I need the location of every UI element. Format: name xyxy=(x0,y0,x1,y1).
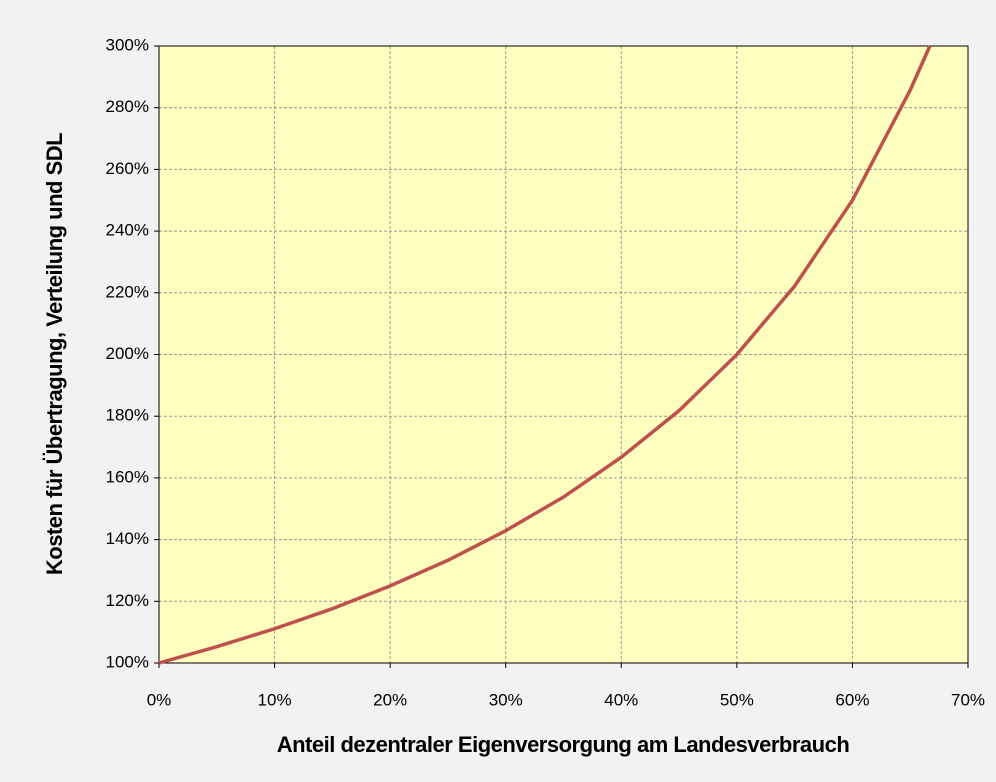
x-tick-label: 60% xyxy=(835,690,869,709)
y-tick-label: 120% xyxy=(106,591,149,610)
x-tick-label: 50% xyxy=(720,690,754,709)
y-tick-label: 240% xyxy=(106,221,149,240)
x-tick-label: 40% xyxy=(604,690,638,709)
y-tick-label: 160% xyxy=(106,467,149,486)
y-axis-title: Kosten für Übertragung, Verteilung und S… xyxy=(42,133,67,575)
y-tick-label: 220% xyxy=(106,282,149,301)
y-tick-label: 100% xyxy=(106,652,149,671)
line xyxy=(158,45,932,665)
x-tick-label: 30% xyxy=(489,690,523,709)
x-axis-title: Anteil dezentraler Eigenversorgung am La… xyxy=(277,732,850,757)
y-tick-label: 260% xyxy=(106,159,149,178)
y-tick-label: 280% xyxy=(106,97,149,116)
y-tick-label: 140% xyxy=(106,529,149,548)
x-tick-label: 20% xyxy=(373,690,407,709)
x-tick-label: 10% xyxy=(258,690,292,709)
x-tick-label: 0% xyxy=(147,690,172,709)
x-tick-label: 70% xyxy=(951,690,985,709)
y-tick-label: 180% xyxy=(106,406,149,425)
plot-border xyxy=(158,45,969,664)
y-tick-label: 200% xyxy=(106,344,149,363)
y-tick-label: 300% xyxy=(106,35,149,54)
plot-area xyxy=(159,46,968,663)
